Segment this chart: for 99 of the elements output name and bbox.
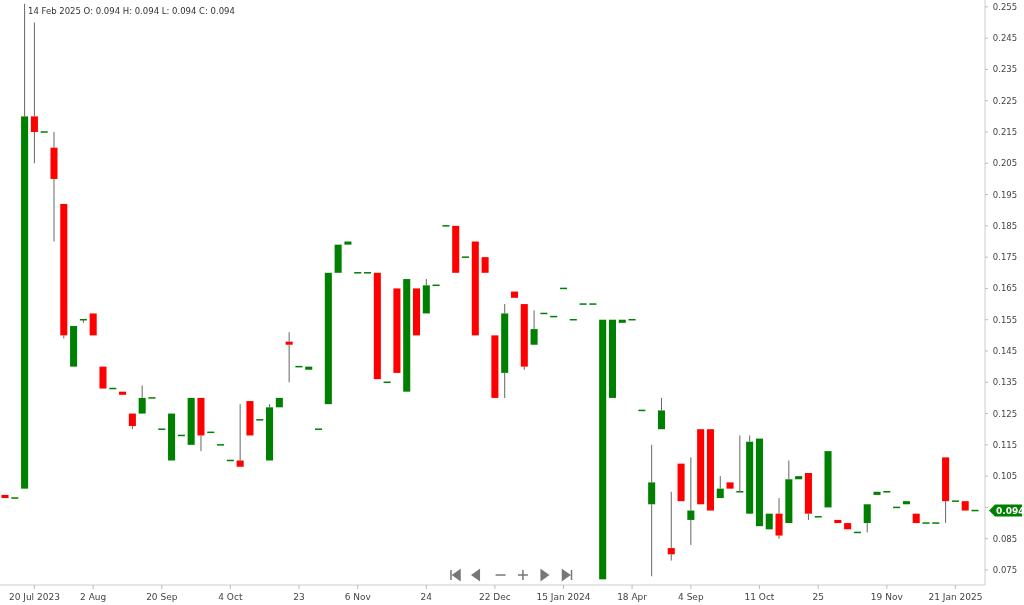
annotation: 14 Feb 2025 O: 0.094 H: 0.094 L: 0.094 C: 0.094 bbox=[28, 6, 235, 16]
candlestick bbox=[873, 491, 881, 495]
candlestick bbox=[726, 482, 734, 489]
candlestick bbox=[961, 501, 969, 511]
candlestick bbox=[755, 438, 763, 527]
candlestick bbox=[834, 519, 842, 524]
candlestick bbox=[530, 309, 538, 345]
candlestick bbox=[30, 22, 38, 164]
candlestick bbox=[344, 241, 352, 245]
y-tick-label: 0.205 bbox=[992, 158, 1018, 169]
y-tick-label: 0.215 bbox=[992, 127, 1018, 138]
candlestick bbox=[657, 397, 665, 430]
candlestick bbox=[599, 319, 607, 580]
x-tick-label: 2 Aug bbox=[80, 592, 107, 602]
candlestick bbox=[775, 497, 783, 540]
y-tick-label: 0.185 bbox=[992, 220, 1018, 231]
candlestick bbox=[197, 397, 205, 452]
candlestick bbox=[236, 403, 244, 467]
x-tick-label: 4 Oct bbox=[218, 592, 243, 602]
candlestick bbox=[50, 131, 58, 243]
candlestick bbox=[863, 504, 871, 533]
y-tick-label: 0.125 bbox=[992, 408, 1018, 419]
candlestick bbox=[373, 272, 381, 380]
candlestick bbox=[285, 331, 293, 383]
y-tick-label: 0.165 bbox=[992, 283, 1018, 294]
candlestick bbox=[677, 463, 685, 502]
candlestick bbox=[305, 366, 313, 370]
x-tick-label: 22 Dec bbox=[479, 592, 511, 602]
candlestick bbox=[736, 434, 744, 493]
candlestick bbox=[765, 513, 773, 530]
candlestick bbox=[334, 244, 342, 273]
x-tick-label: 21 Jan 2025 bbox=[928, 592, 983, 602]
candlestick bbox=[804, 473, 812, 521]
candlestick bbox=[1, 494, 9, 499]
candlestick bbox=[491, 335, 499, 398]
y-tick-label: 0.135 bbox=[992, 377, 1018, 388]
candlestick bbox=[912, 513, 920, 524]
candlestick bbox=[902, 501, 910, 505]
candlestick bbox=[618, 319, 626, 323]
candlestick bbox=[138, 384, 146, 414]
candlestick bbox=[128, 413, 136, 430]
candlestick bbox=[324, 272, 332, 405]
candlestick bbox=[187, 397, 195, 445]
candlestick bbox=[99, 366, 107, 389]
candlestick bbox=[697, 429, 705, 505]
candlestick bbox=[412, 288, 421, 336]
candlestick bbox=[667, 491, 675, 562]
candlestick bbox=[393, 288, 401, 373]
candlestick bbox=[608, 319, 616, 398]
x-tick-label: 18 Apr bbox=[617, 592, 648, 602]
candlestick bbox=[501, 303, 509, 399]
y-tick-label: 0.145 bbox=[992, 346, 1018, 356]
candlestick bbox=[422, 278, 430, 314]
candlestick bbox=[481, 257, 489, 273]
y-tick-label: 0.225 bbox=[992, 95, 1018, 106]
x-tick-label: 4 Sep bbox=[678, 592, 704, 602]
y-tick-label: 0.175 bbox=[992, 252, 1018, 263]
x-tick-label: 6 Nov bbox=[344, 592, 372, 602]
x-tick-label: 20 Jul 2023 bbox=[8, 592, 60, 602]
candlestick bbox=[510, 291, 519, 298]
y-tick-label: 0.235 bbox=[992, 64, 1018, 75]
candlestick bbox=[246, 401, 254, 436]
x-tick-label: 15 Jan 2024 bbox=[536, 592, 591, 602]
x-tick-label: 19 Nov bbox=[870, 592, 904, 602]
candlestick bbox=[21, 3, 29, 489]
y-tick-label: 0.195 bbox=[992, 189, 1018, 200]
candlestick bbox=[60, 203, 68, 339]
candlestick bbox=[746, 434, 754, 514]
candlestick bbox=[844, 523, 852, 530]
x-tick-label: 25 bbox=[812, 592, 824, 602]
y-tick-label: 0.105 bbox=[992, 471, 1018, 482]
candlestick bbox=[687, 456, 695, 546]
y-tick-label: 0.245 bbox=[992, 33, 1018, 44]
candlestick bbox=[275, 397, 283, 408]
y-tick-label: 0.115 bbox=[992, 439, 1018, 450]
candlestick bbox=[716, 475, 724, 499]
y-tick-label: 0.075 bbox=[992, 564, 1018, 575]
candlestick bbox=[942, 457, 950, 524]
candlestick bbox=[824, 451, 832, 508]
x-tick-label: 24 bbox=[420, 592, 433, 602]
y-tick-label: 0.085 bbox=[992, 533, 1018, 544]
x-tick-label: 23 bbox=[293, 592, 305, 602]
candlestick bbox=[70, 325, 78, 367]
y-tick-label: 0.255 bbox=[992, 1, 1018, 12]
candlestick bbox=[785, 459, 793, 524]
candlestick bbox=[795, 476, 803, 480]
candlestick bbox=[452, 225, 460, 273]
candlestick bbox=[89, 313, 97, 336]
candlestick bbox=[403, 279, 411, 392]
candlestick bbox=[266, 403, 274, 461]
x-tick-label: 20 Sep bbox=[146, 592, 178, 602]
candlestick bbox=[520, 304, 528, 371]
candlestick bbox=[168, 413, 176, 461]
candlestick bbox=[119, 391, 127, 395]
x-tick-label: 11 Oct bbox=[744, 592, 775, 602]
y-tick-label: 0.155 bbox=[992, 314, 1018, 325]
candlestick bbox=[471, 241, 479, 336]
candlestick bbox=[706, 429, 714, 511]
candlestick bbox=[648, 444, 656, 577]
